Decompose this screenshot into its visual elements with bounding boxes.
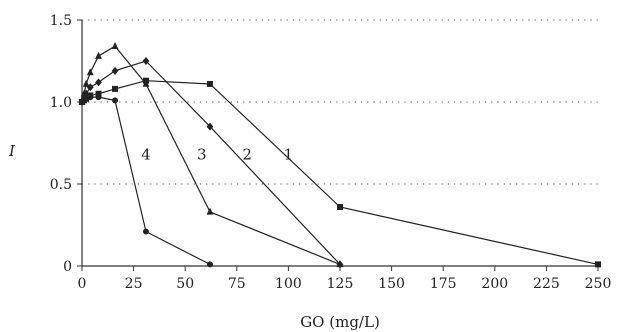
data-point [111, 66, 119, 75]
grid [82, 19, 598, 185]
data-point [95, 90, 102, 97]
series-line [81, 96, 211, 265]
series-layer [78, 42, 601, 269]
x-tick-label: 250 [585, 276, 612, 292]
data-point [95, 94, 102, 101]
curve-label: 4 [141, 145, 151, 163]
x-tick-label: 225 [533, 276, 560, 292]
x-tick-label: 50 [176, 276, 194, 292]
series-line [81, 80, 599, 265]
data-point [112, 85, 119, 92]
y-axis-title: I [8, 142, 16, 160]
data-point [206, 207, 214, 215]
data-point [111, 42, 119, 50]
x-tick-label: 75 [228, 276, 246, 292]
x-ticks: 0 25 50 75 100 125 150 175 200 225 250 [78, 266, 612, 292]
data-point [82, 79, 90, 87]
axes [81, 20, 598, 267]
curve-label: 2 [242, 145, 252, 163]
y-ticks: 0 0.5 1.0 1.5 [50, 13, 82, 275]
curve-label: 1 [284, 145, 294, 163]
y-tick-label: 0 [63, 259, 72, 275]
series-2 [78, 57, 344, 269]
data-point [142, 228, 149, 235]
x-tick-label: 150 [378, 276, 405, 292]
data-point [87, 94, 94, 101]
data-point [206, 261, 213, 268]
data-point [95, 78, 102, 87]
y-tick-label: 1.0 [50, 95, 72, 111]
data-point [336, 260, 344, 268]
data-point [595, 261, 601, 268]
data-point [80, 89, 88, 97]
data-point [206, 122, 214, 131]
x-tick-label: 125 [327, 276, 354, 292]
y-tick-label: 1.5 [50, 13, 72, 29]
data-point [82, 89, 90, 98]
x-tick-label: 100 [275, 276, 302, 292]
x-tick-label: 200 [481, 276, 508, 292]
data-point [95, 51, 102, 59]
data-point [86, 68, 94, 76]
data-point [337, 203, 343, 210]
x-tick-label: 25 [125, 276, 143, 292]
curve-labels: 1 2 3 4 [141, 145, 293, 163]
curve-label: 3 [197, 145, 207, 163]
data-point [206, 80, 213, 87]
series-line [81, 60, 341, 265]
y-tick-label: 0.5 [50, 177, 72, 193]
data-point [112, 97, 119, 104]
series-3 [78, 42, 344, 268]
x-axis-title: GO (mg/L) [300, 313, 380, 331]
series-line [81, 45, 341, 265]
series-4 [79, 94, 213, 268]
data-point [142, 57, 150, 65]
data-point [142, 79, 150, 87]
x-tick-label: 175 [430, 276, 457, 292]
x-tick-label: 0 [78, 276, 87, 292]
